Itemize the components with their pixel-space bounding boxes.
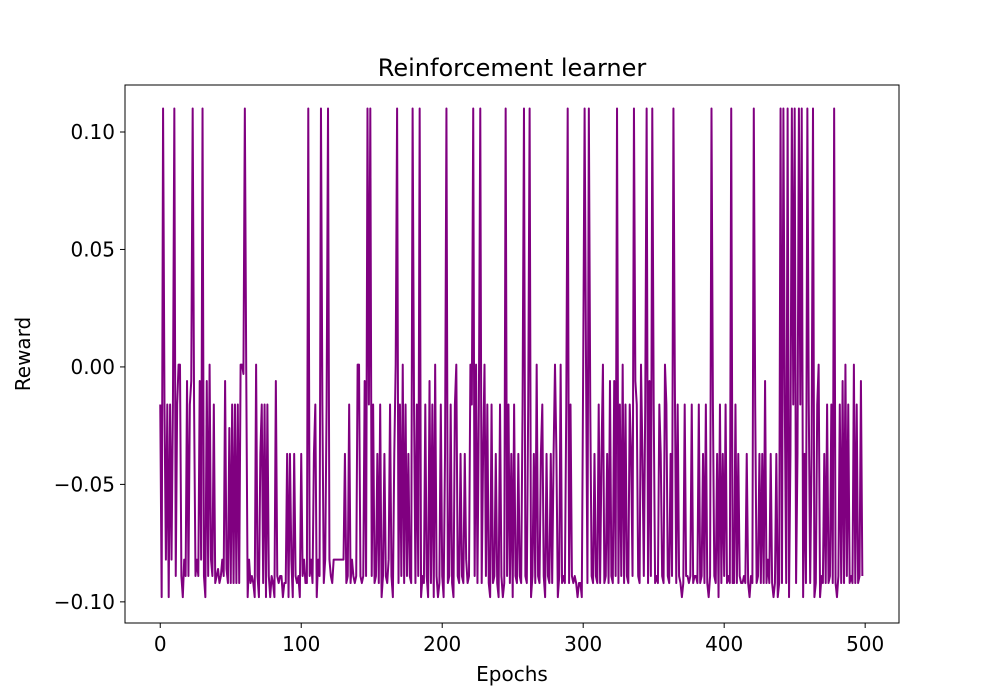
x-tick-label: 500 [846,632,884,656]
y-axis-label: Reward [11,317,35,391]
reward-series-line [159,107,864,599]
y-tick-label: −0.05 [54,472,115,496]
plot-area [159,107,864,599]
y-tick-label: 0.10 [70,120,115,144]
y-tick-label: −0.10 [54,590,115,614]
plot-frame [124,84,900,624]
y-axis: −0.10 −0.05 0.00 0.05 0.10 [54,120,125,614]
x-axis: 0 100 200 300 400 500 [154,623,884,656]
y-tick-label: 0.05 [70,237,115,261]
x-tick-label: 400 [705,632,743,656]
chart-title: Reinforcement learner [378,54,647,82]
y-tick-label: 0.00 [70,355,115,379]
x-tick-label: 300 [564,632,602,656]
x-tick-label: 200 [423,632,461,656]
x-tick-label: 0 [154,632,167,656]
x-tick-label: 100 [282,632,320,656]
x-axis-label: Epochs [476,662,548,686]
